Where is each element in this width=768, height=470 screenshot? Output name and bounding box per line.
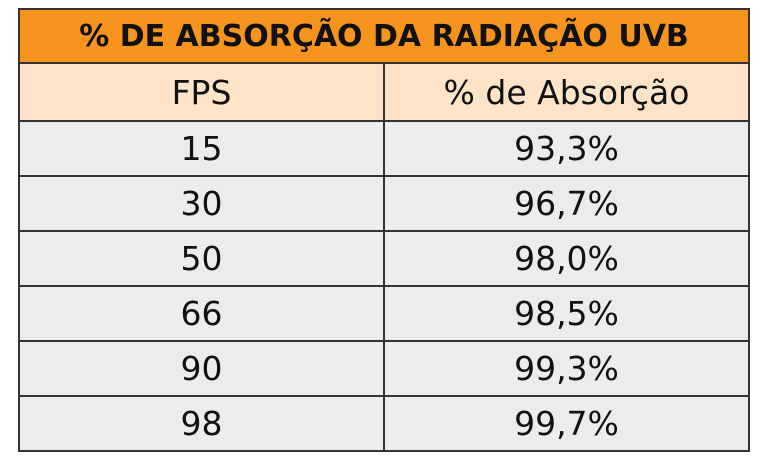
absorption-cell: 99,7% (383, 395, 750, 452)
fps-cell: 90 (18, 340, 385, 397)
absorption-table: % DE ABSORÇÃO DA RADIAÇÃO UVB FPS% de Ab… (18, 8, 750, 452)
data-row: 66 98,5% (18, 285, 750, 342)
table-wrapper: % DE ABSORÇÃO DA RADIAÇÃO UVB FPS% de Ab… (18, 8, 750, 452)
fps-cell: 15 (18, 120, 385, 177)
data-row: 15 93,3% (18, 120, 750, 177)
absorption-cell: 98,5% (383, 285, 750, 342)
fps-cell: 66 (18, 285, 385, 342)
table-title: % DE ABSORÇÃO DA RADIAÇÃO UVB (18, 8, 750, 64)
absorption-cell: 99,3% (383, 340, 750, 397)
title-row: % DE ABSORÇÃO DA RADIAÇÃO UVB (18, 8, 750, 64)
column-header: % de Absorção (383, 62, 750, 122)
absorption-cell: 93,3% (383, 120, 750, 177)
data-row: 90 99,3% (18, 340, 750, 397)
absorption-cell: 96,7% (383, 175, 750, 232)
absorption-cell: 98,0% (383, 230, 750, 287)
fps-cell: 50 (18, 230, 385, 287)
data-row: 50 98,0% (18, 230, 750, 287)
data-row: 30 96,7% (18, 175, 750, 232)
column-header: FPS (18, 62, 385, 122)
fps-cell: 30 (18, 175, 385, 232)
data-row: 98 99,7% (18, 395, 750, 452)
fps-cell: 98 (18, 395, 385, 452)
header-row: FPS% de Absorção (18, 62, 750, 122)
